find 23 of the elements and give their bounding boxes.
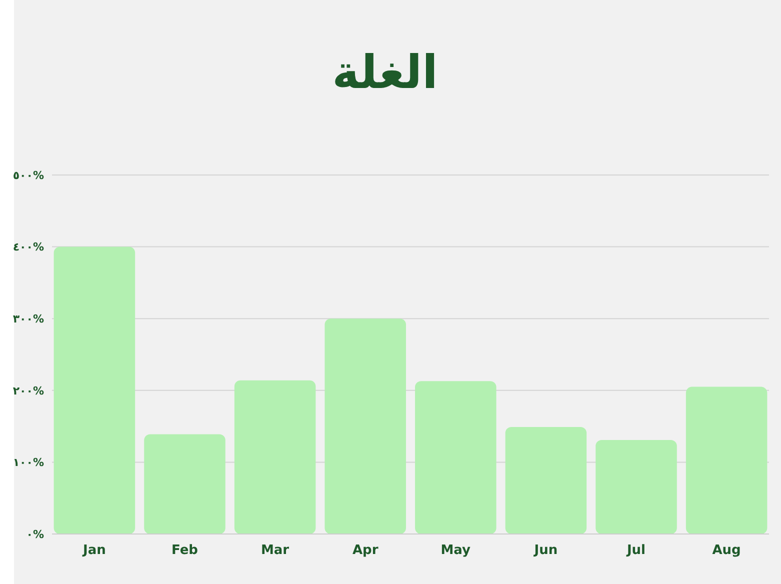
bar	[54, 246, 136, 534]
bar	[415, 381, 496, 534]
bar	[596, 440, 677, 534]
bar	[324, 318, 406, 534]
y-tick-label: ٠%	[26, 528, 44, 541]
x-tick-label: Jan	[82, 543, 106, 558]
x-tick-label: Feb	[172, 543, 198, 558]
bar	[505, 427, 587, 534]
x-tick-label: Jul	[626, 543, 646, 558]
y-tick-label: ٢٠٠%	[12, 384, 44, 398]
bar	[686, 386, 768, 534]
x-tick-label: Mar	[260, 543, 290, 558]
chart-title: الغلة	[332, 45, 438, 99]
x-tick-label: Jun	[533, 543, 558, 558]
y-tick-label: ٣٠٠%	[12, 312, 44, 326]
x-tick-label: May	[440, 543, 472, 558]
y-tick-label: ٥٠٠%	[12, 168, 44, 182]
x-tick-label: Apr	[352, 543, 379, 558]
bar	[144, 434, 226, 534]
bar	[234, 380, 316, 534]
y-tick-label: ١٠٠%	[12, 456, 44, 470]
y-tick-label: ٤٠٠%	[12, 240, 44, 254]
x-tick-label: Aug	[712, 543, 741, 558]
